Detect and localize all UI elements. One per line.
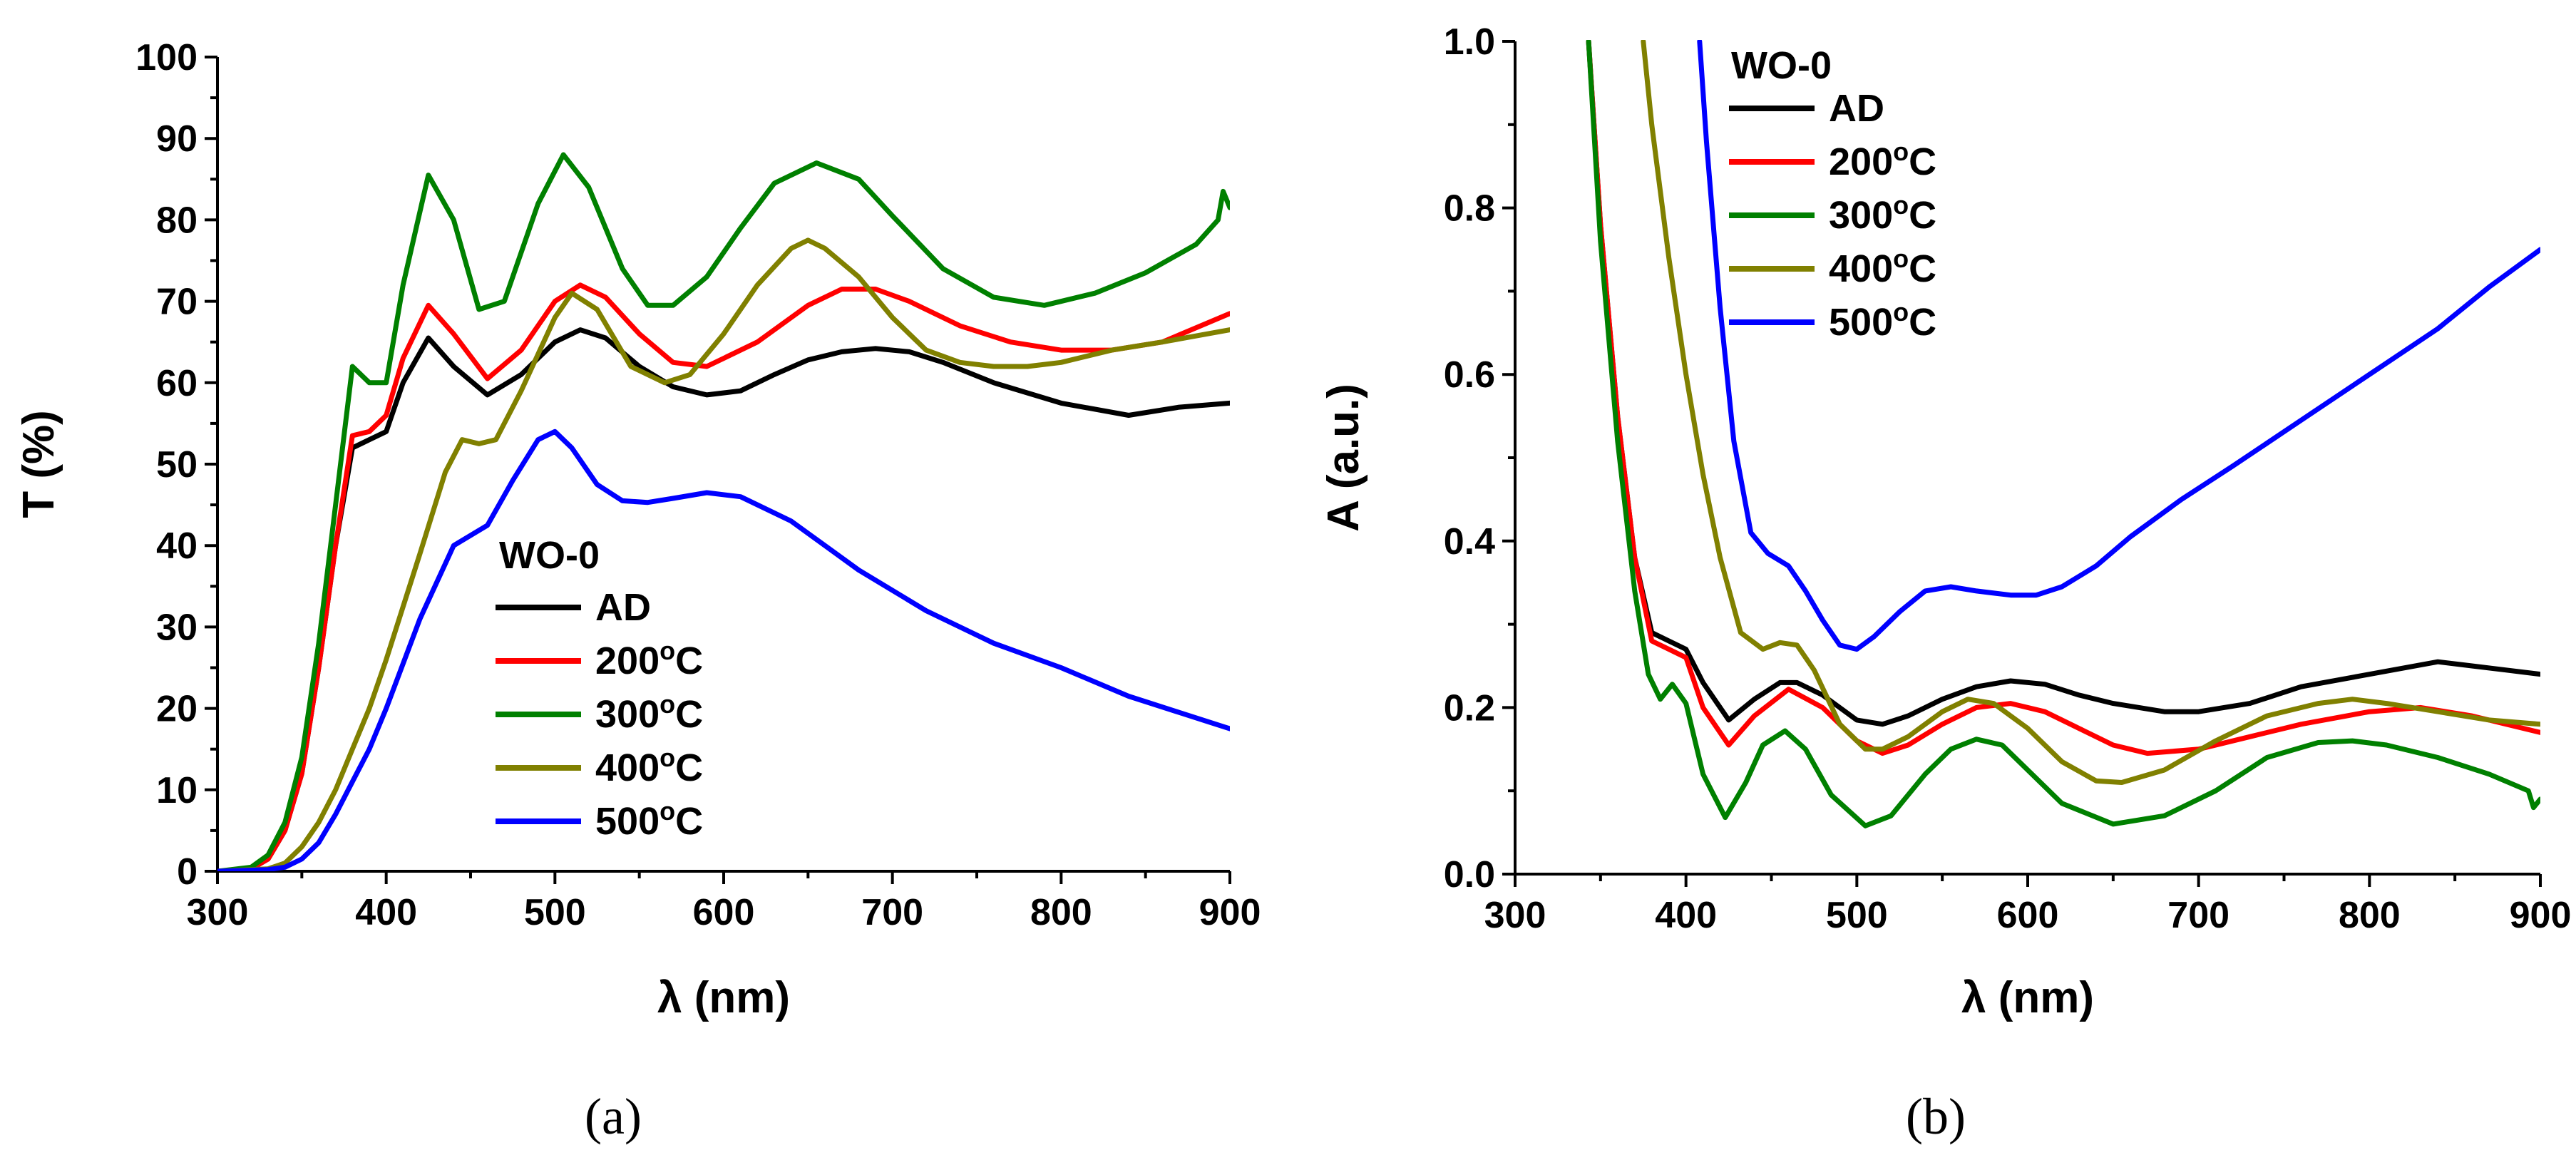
x-tick-label: 900 bbox=[1199, 892, 1261, 933]
x-tick-label: 400 bbox=[355, 892, 417, 933]
x-tick-label: 600 bbox=[693, 892, 755, 933]
x-axis-title: λ (nm) bbox=[1961, 973, 2094, 1022]
y-tick-label: 0.0 bbox=[1444, 854, 1495, 895]
y-tick-label: 0.4 bbox=[1444, 521, 1495, 563]
series-line-ad bbox=[1586, 40, 2540, 727]
x-tick-label: 800 bbox=[2339, 895, 2401, 936]
legend-label: 200oC bbox=[1829, 137, 1936, 183]
series-line-200c bbox=[1586, 40, 2540, 756]
legend-label: 400oC bbox=[595, 743, 703, 789]
y-tick-label: 70 bbox=[156, 282, 197, 323]
x-tick-label: 300 bbox=[187, 892, 249, 933]
y-tick-label: 90 bbox=[156, 118, 197, 160]
x-tick-label: 700 bbox=[2167, 895, 2229, 936]
y-tick-label: 0.6 bbox=[1444, 354, 1495, 396]
legend-label: AD bbox=[1829, 87, 1884, 130]
series-line-ad bbox=[217, 327, 1230, 871]
panel-caption: (b) bbox=[1906, 1088, 1966, 1145]
series-line-500c bbox=[217, 428, 1230, 871]
legend: WO-0 AD 200oC 300oC 400oC 500oC bbox=[496, 534, 703, 843]
series-line-500c bbox=[1697, 40, 2540, 652]
y-tick-label: 60 bbox=[156, 363, 197, 404]
legend-label: 500oC bbox=[595, 796, 703, 843]
x-tick-label: 300 bbox=[1484, 895, 1546, 936]
x-tick-label: 500 bbox=[1826, 895, 1888, 936]
x-axis-title: λ (nm) bbox=[657, 973, 790, 1022]
legend-label: AD bbox=[595, 586, 651, 629]
series-line-400c bbox=[1641, 40, 2540, 785]
series-line-300c bbox=[1586, 40, 2540, 828]
chart-panel-b: 0.0 0.2 0.4 0.6 0.8 1.0 300 400 500 600 700 800 900 λ… bbox=[1319, 21, 2571, 1145]
y-tick-label: 0.8 bbox=[1444, 188, 1495, 230]
x-tick-label: 900 bbox=[2510, 895, 2572, 936]
series-line-400c bbox=[217, 237, 1230, 871]
legend-label: 300oC bbox=[595, 689, 703, 736]
legend-label: 300oC bbox=[1829, 190, 1936, 237]
series-line-300c bbox=[217, 152, 1230, 871]
x-tick-label: 400 bbox=[1655, 895, 1717, 936]
x-tick-label: 800 bbox=[1030, 892, 1092, 933]
y-tick-label: 20 bbox=[156, 689, 197, 730]
x-tick-label: 600 bbox=[1997, 895, 2059, 936]
y-tick-label: 1.0 bbox=[1444, 21, 1495, 63]
legend-label: 200oC bbox=[595, 636, 703, 682]
legend-label: 500oC bbox=[1829, 297, 1936, 344]
y-tick-label: 50 bbox=[156, 444, 197, 486]
series-line-200c bbox=[217, 282, 1230, 871]
legend: WO-0AD 200oC 300oC 400oC 500oC bbox=[1729, 44, 1936, 344]
y-tick-label: 30 bbox=[156, 607, 197, 648]
x-tick-label: 500 bbox=[524, 892, 586, 933]
y-tick-label: 100 bbox=[135, 37, 197, 78]
y-tick-label: 10 bbox=[156, 770, 197, 811]
x-tick-label: 700 bbox=[861, 892, 923, 933]
panel-caption: (a) bbox=[585, 1088, 642, 1145]
legend-title: WO-0 bbox=[1731, 44, 1832, 87]
y-axis-title: T (%) bbox=[14, 410, 63, 518]
y-tick-label: 0.2 bbox=[1444, 687, 1495, 729]
y-tick-label: 80 bbox=[156, 200, 197, 241]
legend-label: 400oC bbox=[1829, 244, 1936, 290]
y-tick-label: 0 bbox=[177, 851, 197, 893]
y-axis-title: A (a.u.) bbox=[1319, 384, 1368, 532]
legend-title: WO-0 bbox=[499, 534, 600, 577]
chart-panel-a: 0 10 20 30 40 50 60 70 80 90 100 300 400 500 600 700 800… bbox=[14, 37, 1261, 1145]
y-tick-label: 40 bbox=[156, 525, 197, 567]
